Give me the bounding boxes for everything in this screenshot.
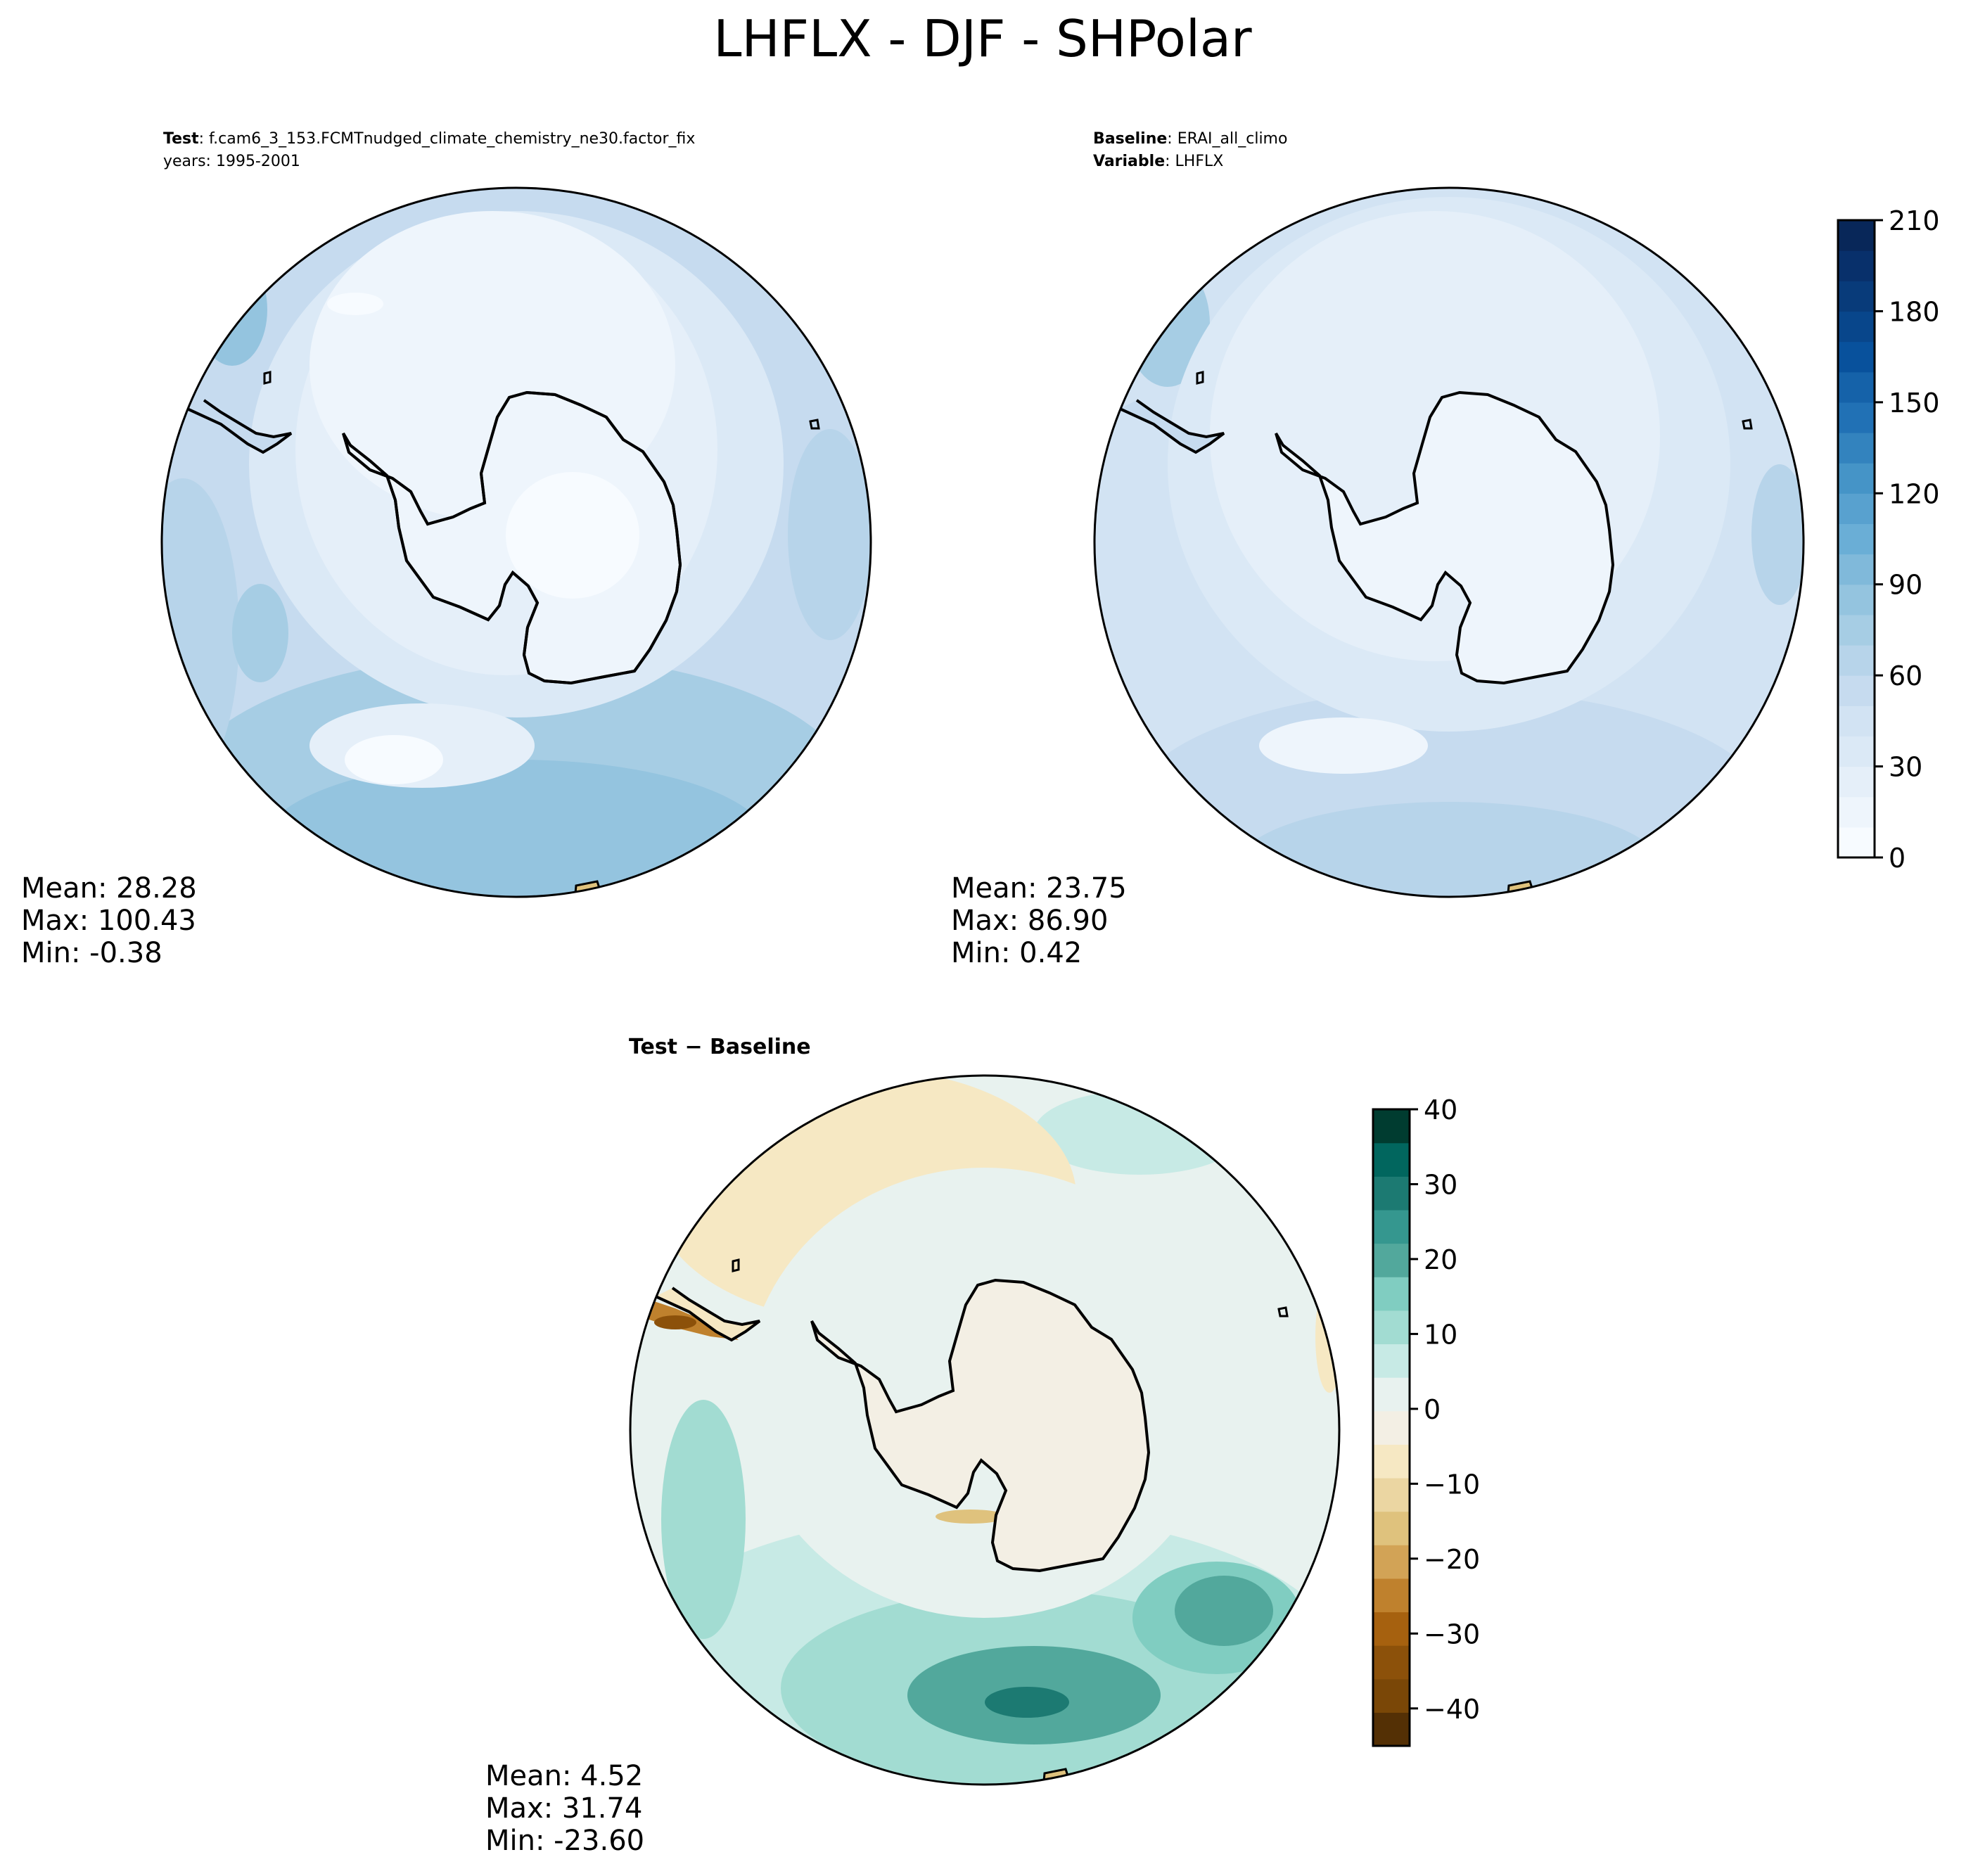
colorbar-top-segment [1838,281,1875,312]
colorbar-top-segment [1838,584,1875,615]
colorbar-diff-segment [1373,1310,1410,1345]
colorbar-top-segment [1838,371,1875,403]
colorbar-top-segment [1838,614,1875,646]
test-panel: Test: f.cam6_3_153.FCMTnudged_climate_ch… [21,130,872,969]
colorbar-top-segment [1838,493,1875,525]
colorbar-top-segment [1838,766,1875,798]
colorbar-diff-segment [1373,1142,1410,1177]
colorbar-diff-tick-label: 10 [1424,1319,1457,1350]
colorbar-top-segment [1838,796,1875,828]
colorbar-diff-tick-label: −20 [1424,1544,1480,1575]
baseline-max: Max: 86.90 [951,905,1108,937]
diff-max: Max: 31.74 [485,1792,642,1825]
colorbar-top-segment [1838,463,1875,494]
colorbar-top-segment [1838,311,1875,343]
colorbar-diff-segment [1373,1712,1410,1747]
colorbar-diff-segment [1373,1545,1410,1579]
diff-panel: Test − Baseline [485,1035,1341,1857]
colorbar-diff-segment [1373,1176,1410,1211]
diff-title: Test − Baseline [629,1035,811,1059]
test-case-label: Test: f.cam6_3_153.FCMTnudged_climate_ch… [163,130,695,148]
colorbar-top: 0 30 60 90 120 150 180 210 [1837,205,1940,874]
colorbar-diff-tick-label: 20 [1424,1244,1457,1275]
diff-min: Min: -23.60 [485,1825,644,1857]
colorbar-top-tick-label: 90 [1889,570,1922,601]
colorbar-diff-segment [1373,1377,1410,1412]
baseline-variable-label: Variable: LHFLX [1093,153,1223,170]
colorbar-diff-tick-label: −40 [1424,1694,1480,1725]
colorbar-diff-segment [1373,1477,1410,1512]
colorbar-top-segment [1838,827,1875,858]
colorbar-top-segment [1838,523,1875,555]
test-years-label: years: 1995-2001 [163,153,300,170]
test-max: Max: 100.43 [21,905,196,937]
colorbar-diff-tick-label: −10 [1424,1469,1480,1500]
colorbar-diff-segment [1373,1612,1410,1646]
baseline-case-label: Baseline: ERAI_all_climo [1093,130,1287,148]
colorbar-top-tick-label: 180 [1889,296,1940,327]
colorbar-top-frame [1837,219,1876,859]
colorbar-diff-tick-label: 0 [1424,1394,1441,1425]
colorbar-diff-tick-label: 40 [1424,1095,1457,1125]
colorbar-diff-tick-label: −30 [1424,1619,1480,1650]
colorbar-top-tick-label: 30 [1889,752,1922,783]
colorbar-top-segment [1838,220,1875,251]
diff-mean: Mean: 4.52 [485,1760,643,1792]
colorbar-diff-segment [1373,1344,1410,1378]
colorbar-top-segment [1838,250,1875,281]
colorbar-diff-tick-label: 30 [1424,1169,1457,1200]
colorbar-diff-segment [1373,1410,1410,1445]
colorbar-diff-segment [1373,1243,1410,1277]
colorbar-diff-segment [1373,1678,1410,1713]
figure-title: LHFLX - DJF - SHPolar [713,9,1252,68]
colorbar-top-segment [1838,706,1875,737]
baseline-map [1094,188,1804,897]
colorbar-top-segment [1838,402,1875,433]
colorbar-top-segment [1838,341,1875,373]
baseline-mean: Mean: 23.75 [951,872,1127,905]
colorbar-diff-segment [1373,1645,1410,1680]
colorbar-diff-segment [1373,1444,1410,1479]
colorbar-diff-frame [1372,1108,1411,1747]
colorbar-top-segment [1838,433,1875,464]
test-mean: Mean: 28.28 [21,872,197,905]
colorbar-diff-segment [1373,1209,1410,1244]
colorbar-diff-segment [1373,1277,1410,1311]
baseline-min: Min: 0.42 [951,937,1082,969]
colorbar-top-tick-label: 150 [1889,388,1940,419]
colorbar-top-segment [1838,554,1875,585]
colorbar-top-tick-label: 210 [1889,205,1940,236]
colorbar-top-tick-label: 0 [1889,843,1906,874]
colorbar-diff: −40 −30 −20 −10 0 10 20 30 40 [1372,1095,1480,1747]
colorbar-top-tick-label: 120 [1889,478,1940,509]
colorbar-top-segment [1838,675,1875,706]
colorbar-top-segment [1838,645,1875,676]
colorbar-diff-segment [1373,1109,1410,1144]
baseline-panel: Baseline: ERAI_all_climo Variable: LHFLX… [951,130,1805,969]
test-map [162,188,871,897]
colorbar-diff-segment [1373,1511,1410,1545]
colorbar-top-tick-label: 60 [1889,661,1922,691]
colorbar-top-segment [1838,736,1875,767]
test-min: Min: -0.38 [21,937,162,969]
colorbar-diff-segment [1373,1578,1410,1613]
